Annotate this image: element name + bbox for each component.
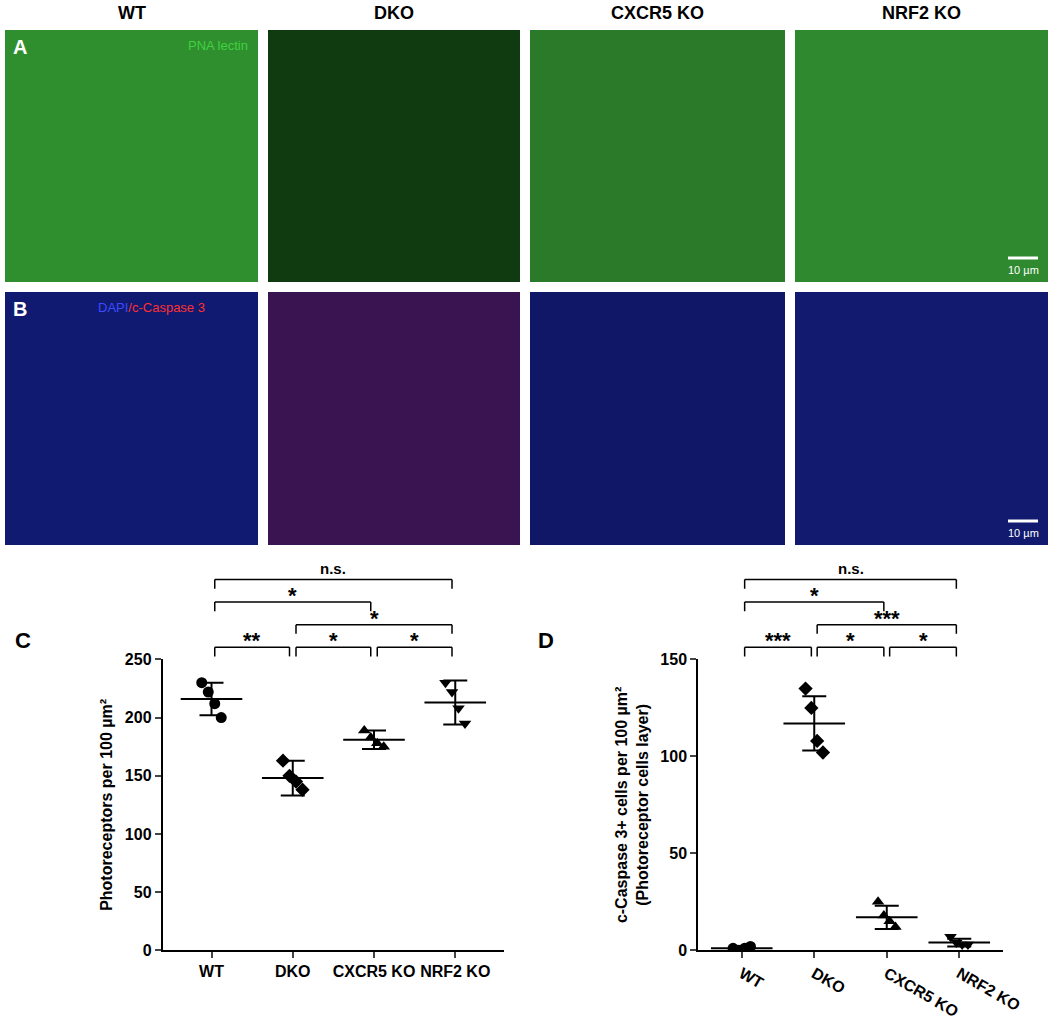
svg-text:CXCR5 KO: CXCR5 KO — [333, 963, 416, 980]
svg-text:0: 0 — [678, 942, 687, 959]
svg-text:*: * — [370, 606, 379, 631]
svg-text:Photoreceptors per 100 µm²: Photoreceptors per 100 µm² — [98, 699, 115, 911]
svg-text:150: 150 — [125, 767, 152, 784]
svg-text:DKO: DKO — [809, 964, 848, 997]
svg-text:NRF2 KO: NRF2 KO — [882, 3, 961, 23]
svg-text:0: 0 — [143, 942, 152, 959]
svg-text:***: *** — [765, 628, 791, 653]
svg-text:*: * — [410, 628, 419, 653]
svg-text:D: D — [538, 628, 554, 653]
svg-text:DKO: DKO — [374, 3, 414, 23]
svg-text:n.s.: n.s. — [320, 560, 346, 577]
svg-text:**: ** — [243, 628, 261, 653]
svg-text:C: C — [15, 628, 31, 653]
svg-text:DKO: DKO — [275, 963, 311, 980]
svg-text:WT: WT — [118, 3, 146, 23]
svg-text:*: * — [810, 583, 819, 608]
svg-text:A: A — [13, 36, 27, 58]
svg-text:*: * — [288, 583, 297, 608]
svg-text:100: 100 — [125, 826, 152, 843]
svg-text:B: B — [13, 298, 27, 320]
svg-text:CXCR5 KO: CXCR5 KO — [881, 964, 961, 1020]
svg-text:*: * — [329, 628, 338, 653]
svg-text:10 µm: 10 µm — [1008, 264, 1039, 276]
svg-text:50: 50 — [669, 845, 687, 862]
svg-text:***: *** — [874, 606, 900, 631]
svg-text:10 µm: 10 µm — [1008, 527, 1039, 539]
svg-text:CXCR5 KO: CXCR5 KO — [611, 3, 704, 23]
svg-text:WT: WT — [736, 964, 766, 991]
svg-text:DAPI/c-Caspase 3: DAPI/c-Caspase 3 — [98, 300, 205, 315]
svg-text:c-Caspase 3+ cells per 100 µm²: c-Caspase 3+ cells per 100 µm²(Photorece… — [613, 687, 651, 923]
svg-text:*: * — [919, 628, 928, 653]
svg-text:250: 250 — [125, 651, 152, 668]
svg-text:200: 200 — [125, 709, 152, 726]
svg-text:NRF2 KO: NRF2 KO — [954, 964, 1023, 1014]
svg-text:WT: WT — [199, 963, 224, 980]
svg-text:150: 150 — [660, 651, 687, 668]
svg-text:NRF2 KO: NRF2 KO — [420, 963, 490, 980]
svg-text:100: 100 — [660, 748, 687, 765]
svg-text:n.s.: n.s. — [838, 560, 864, 577]
svg-text:50: 50 — [134, 884, 152, 901]
svg-text:*: * — [846, 628, 855, 653]
svg-text:PNA lectin: PNA lectin — [188, 38, 248, 53]
